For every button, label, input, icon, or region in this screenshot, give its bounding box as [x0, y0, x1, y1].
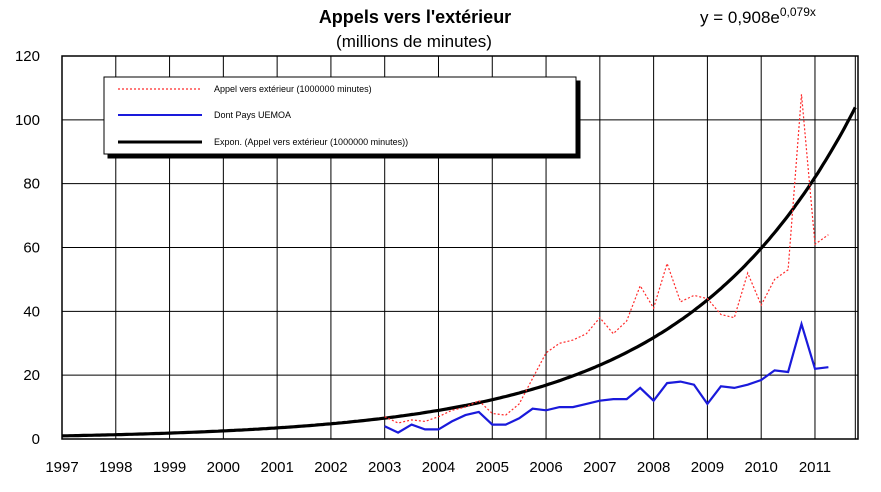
legend-label-uemoa: Dont Pays UEMOA: [214, 110, 291, 120]
legend: Appel vers extérieur (1000000 minutes) D…: [103, 76, 577, 155]
y-tick-label: 120: [15, 48, 40, 65]
equation-exponent: 0,079x: [780, 5, 816, 19]
legend-label-expon: Expon. (Appel vers extérieur (1000000 mi…: [214, 137, 408, 147]
x-tick-label: 2003: [368, 459, 401, 476]
regression-equation: y = 0,908e0,079x: [700, 5, 816, 27]
y-tick-label: 20: [23, 367, 40, 384]
plot-frame: [61, 55, 859, 440]
x-tick-label: 2001: [260, 459, 293, 476]
y-tick-label: 80: [23, 176, 40, 193]
legend-label-appel: Appel vers extérieur (1000000 minutes): [214, 84, 372, 94]
y-tick-label: 100: [15, 112, 40, 129]
x-tick-label: 2006: [529, 459, 562, 476]
series-uemoa-line: [384, 320, 829, 434]
y-tick-label: 40: [23, 303, 40, 320]
x-tick-label: 2009: [691, 459, 724, 476]
x-tick-label: 1998: [99, 459, 132, 476]
x-tick-label: 2008: [637, 459, 670, 476]
x-tick-label: 1997: [45, 459, 78, 476]
x-tick-label: 2004: [422, 459, 455, 476]
x-tick-label: 1999: [153, 459, 186, 476]
equation-base: y = 0,908e: [700, 8, 780, 27]
y-tick-label: 60: [23, 240, 40, 257]
chart-subtitle: (millions de minutes): [336, 32, 492, 51]
chart-title: Appels vers l'extérieur: [319, 7, 511, 27]
x-tick-label: 2007: [583, 459, 616, 476]
series-expon-trendline: [61, 106, 857, 438]
x-tick-label: 2000: [207, 459, 240, 476]
x-tick-label: 2005: [476, 459, 509, 476]
x-tick-label: 2002: [314, 459, 347, 476]
y-tick-label: 0: [32, 431, 40, 448]
x-tick-label: 2010: [745, 459, 778, 476]
x-tick-label: 2011: [799, 459, 831, 476]
